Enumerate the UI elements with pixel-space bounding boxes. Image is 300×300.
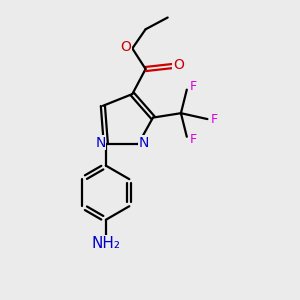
Text: O: O: [173, 58, 184, 73]
Text: F: F: [190, 80, 197, 93]
Text: F: F: [190, 133, 197, 146]
Text: NH₂: NH₂: [91, 236, 120, 251]
Text: N: N: [95, 136, 106, 150]
Text: F: F: [210, 112, 218, 126]
Text: O: O: [120, 40, 131, 54]
Text: N: N: [138, 136, 149, 150]
